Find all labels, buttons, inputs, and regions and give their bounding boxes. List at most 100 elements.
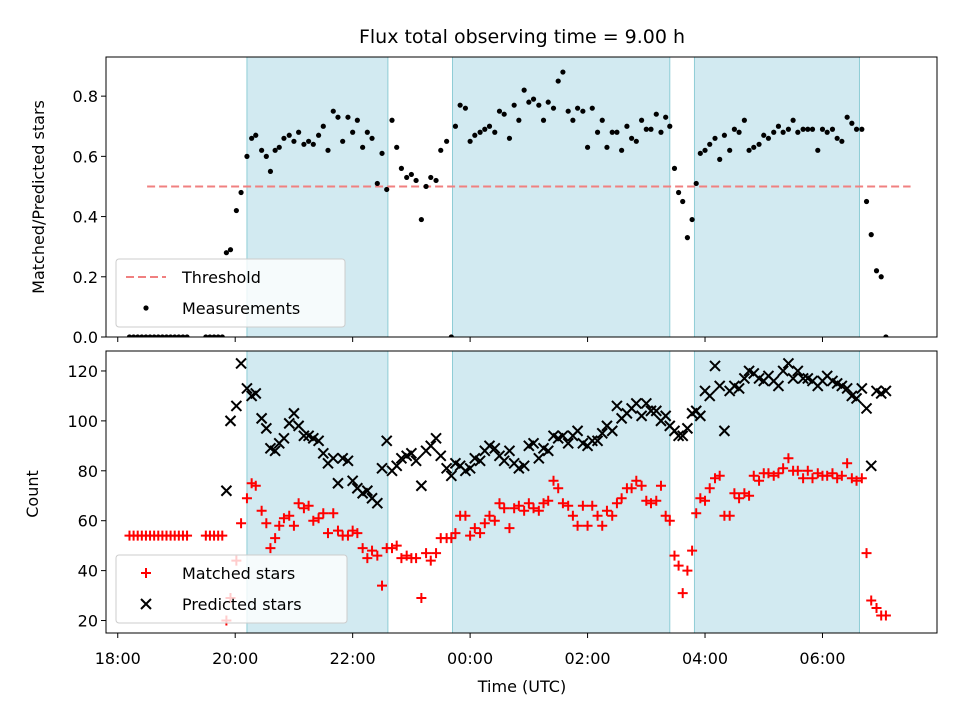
- matched-stars-point: [597, 520, 608, 531]
- measurement-point: [829, 126, 836, 132]
- predicted-stars-point: [346, 475, 359, 487]
- measurement-point: [482, 126, 488, 132]
- measurement-point: [584, 144, 591, 150]
- measurement-point: [259, 147, 265, 153]
- matched-stars-point: [274, 520, 285, 531]
- x-tick-label: 20:00: [212, 649, 258, 668]
- measurement-point: [267, 168, 274, 175]
- predicted-stars-point: [292, 420, 305, 432]
- x-tick-label: 06:00: [799, 649, 845, 668]
- measurement-point: [853, 126, 860, 132]
- predicted-stars-point: [464, 462, 476, 474]
- matched-stars-point: [504, 523, 515, 534]
- matched-stars-point: [401, 550, 412, 561]
- measurement-point: [570, 117, 576, 123]
- predicted-stars-point: [596, 427, 608, 440]
- matched-stars-point: [465, 530, 476, 541]
- matched-stars-point: [567, 510, 578, 521]
- matched-stars-point: [798, 473, 809, 484]
- matched-stars-point: [332, 525, 343, 536]
- predicted-stars-point: [518, 460, 530, 472]
- measurement-point: [291, 138, 297, 144]
- matched-stars-point: [836, 470, 847, 481]
- predicted-stars-point: [405, 447, 418, 460]
- measurement-point: [614, 129, 620, 135]
- measurement-point: [159, 334, 165, 337]
- measurement-point: [404, 174, 410, 181]
- measurement-point: [863, 198, 870, 205]
- measurement-point: [785, 126, 792, 132]
- matched-stars-point: [626, 483, 637, 494]
- measurement-point: [340, 138, 346, 144]
- measurement-point: [530, 96, 537, 102]
- y-tick-label: 100: [67, 412, 98, 431]
- matched-stars-point: [664, 515, 675, 526]
- matched-stars-point: [313, 513, 324, 524]
- measurement-point: [477, 129, 483, 135]
- y-axis-label-bottom: Count: [23, 470, 42, 518]
- legend-measurement-swatch: [143, 305, 149, 311]
- matched-stars-point: [431, 548, 442, 559]
- measurement-point: [765, 135, 772, 141]
- measurement-point: [211, 334, 217, 337]
- predicted-stars-point: [474, 455, 486, 467]
- matched-stars-point: [807, 473, 818, 484]
- predicted-stars-point: [533, 452, 545, 465]
- matched-stars-point: [611, 498, 622, 509]
- measurement-point: [844, 114, 850, 120]
- predicted-stars-point: [288, 407, 300, 420]
- predicted-stars-point: [677, 430, 689, 442]
- predicted-stars-point: [591, 435, 604, 447]
- predicted-stars-point: [361, 485, 374, 497]
- legend-label: Threshold: [181, 268, 261, 287]
- measurement-point: [320, 123, 326, 129]
- measurement-point: [448, 334, 454, 337]
- matched-stars-point: [265, 543, 276, 554]
- predicted-stars-point: [527, 437, 540, 450]
- measurement-point: [172, 334, 178, 337]
- matched-stars-point: [651, 495, 662, 506]
- matched-stars-point: [352, 528, 363, 539]
- y-tick-label: 40: [78, 562, 98, 581]
- measurement-point: [354, 117, 360, 123]
- predicted-stars-point: [650, 405, 662, 417]
- measurement-point: [731, 126, 737, 132]
- matched-stars-point: [425, 555, 436, 566]
- predicted-stars-point: [332, 477, 344, 489]
- measurement-point: [394, 144, 400, 150]
- measurement-point: [207, 334, 213, 337]
- measurement-point: [746, 147, 752, 153]
- measurement-point: [643, 126, 649, 132]
- measurement-point: [839, 138, 845, 144]
- predicted-stars-point: [694, 410, 707, 422]
- matched-stars-point: [318, 508, 329, 519]
- predicted-stars-point: [704, 390, 716, 402]
- predicted-stars-point: [278, 432, 290, 445]
- data-markers: [124, 357, 892, 626]
- measurement-point: [310, 141, 316, 147]
- matched-stars-point: [270, 533, 281, 544]
- measurement-point: [244, 153, 250, 159]
- measurement-point: [824, 129, 830, 135]
- predicted-stars-point: [503, 445, 516, 457]
- predicted-stars-point: [733, 382, 745, 395]
- measurement-point: [286, 132, 292, 138]
- predicted-stars-point: [713, 380, 726, 392]
- predicted-stars-point: [640, 397, 653, 410]
- matched-stars-point: [582, 520, 593, 531]
- y-tick-label: 20: [78, 612, 98, 631]
- measurement-point: [492, 129, 498, 135]
- observing-window-band: [693, 56, 860, 338]
- predicted-stars-point: [718, 425, 731, 437]
- matched-stars-point: [217, 530, 228, 541]
- measurement-point: [684, 235, 691, 241]
- measurement-point: [379, 150, 385, 156]
- measurement-point: [281, 135, 287, 141]
- measurement-point: [180, 334, 186, 337]
- matched-stars-point: [553, 483, 564, 494]
- measurement-point: [815, 147, 821, 153]
- predicted-stars-point: [224, 415, 237, 427]
- matched-stars-point: [261, 518, 272, 529]
- measurement-point: [633, 138, 639, 144]
- measurement-point: [143, 334, 149, 337]
